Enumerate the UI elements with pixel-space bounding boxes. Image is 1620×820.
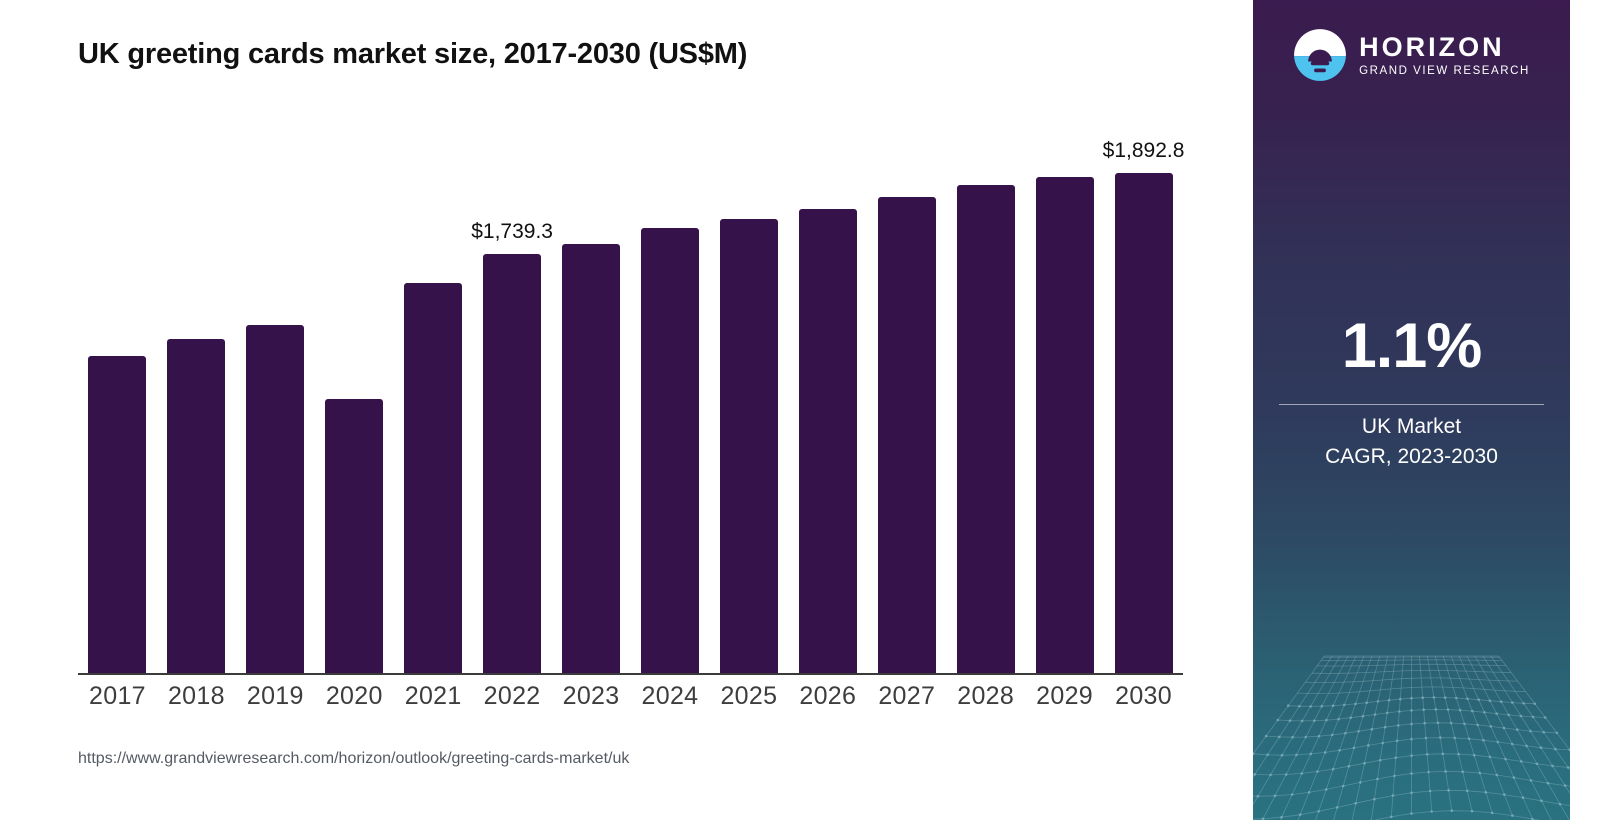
bar-2026 xyxy=(788,208,867,673)
chart-panel: UK greeting cards market size, 2017-2030… xyxy=(78,38,1185,767)
x-tick-2021: 2021 xyxy=(404,682,462,710)
bar-2030 xyxy=(1104,173,1183,673)
bar-2021 xyxy=(394,282,473,673)
bar-2027 xyxy=(867,196,946,673)
source-url[interactable]: https://www.grandviewresearch.com/horizo… xyxy=(78,750,630,767)
bar-rect xyxy=(798,208,857,673)
bar-rect xyxy=(404,282,463,673)
brand-logo-text: HORIZON GRAND VIEW RESEARCH xyxy=(1359,31,1530,78)
x-tick-2026: 2026 xyxy=(799,682,857,710)
bar-rect xyxy=(88,356,147,673)
brand-tagline: GRAND VIEW RESEARCH xyxy=(1359,65,1530,78)
bar-rect xyxy=(246,325,305,673)
x-tick-2029: 2029 xyxy=(1036,682,1093,710)
page-title: UK greeting cards market size, 2017-2030… xyxy=(78,38,748,70)
x-tick-2030: 2030 xyxy=(1115,682,1172,710)
bar-2018 xyxy=(157,339,236,673)
x-axis-tick-labels: 2017 2018 2019 2020 2021 2022 2023 2024 2025 2026… xyxy=(78,682,1183,722)
bar-rect xyxy=(167,339,226,673)
brand-logo: HORIZON GRAND VIEW RESEARCH xyxy=(1253,28,1570,82)
bar-2017 xyxy=(78,356,157,673)
horizon-logo-icon xyxy=(1294,29,1347,81)
bar-2022 xyxy=(473,253,552,673)
bar-rect xyxy=(1114,173,1173,673)
x-tick-2017: 2017 xyxy=(89,682,146,710)
x-tick-2018: 2018 xyxy=(167,682,225,710)
bar-2024 xyxy=(630,228,709,673)
bar-2020 xyxy=(315,398,394,673)
divider xyxy=(1279,404,1544,405)
bar-rect xyxy=(1035,177,1094,673)
cagr-caption-line-1: UK Market xyxy=(1361,415,1462,438)
x-tick-2019: 2019 xyxy=(246,682,304,710)
bar-2019 xyxy=(236,325,315,673)
x-axis-line xyxy=(78,673,1183,675)
bar-rect xyxy=(562,244,621,673)
x-tick-2020: 2020 xyxy=(325,682,383,710)
bar-rect xyxy=(956,185,1015,673)
bar-rect xyxy=(877,196,936,673)
bar-rect xyxy=(719,218,778,673)
x-tick-2025: 2025 xyxy=(720,682,778,710)
bar-2023 xyxy=(552,244,631,673)
bar-value-label-2022: $1,739.3 xyxy=(471,219,553,243)
cagr-caption-line-2: CAGR, 2023-2030 xyxy=(1325,444,1498,468)
sidebar-panel: HORIZON GRAND VIEW RESEARCH 1.1% UK Mark… xyxy=(1253,0,1570,820)
bar-rect xyxy=(483,253,542,673)
wireframe-mesh-decoration xyxy=(1253,655,1570,820)
brand-name: HORIZON xyxy=(1359,31,1505,62)
bar-chart-plot: $1,739.3 $1,892.8 xyxy=(78,110,1185,675)
bar-rect xyxy=(640,228,699,673)
bar-rect xyxy=(325,398,384,673)
x-tick-2023: 2023 xyxy=(562,682,620,710)
bar-value-label-2030: $1,892.8 xyxy=(1102,139,1185,162)
x-tick-2027: 2027 xyxy=(878,682,936,710)
bar-2028 xyxy=(946,185,1025,673)
x-tick-2024: 2024 xyxy=(641,682,699,710)
x-tick-2028: 2028 xyxy=(957,682,1015,710)
cagr-caption: UK Market CAGR, 2023-2030 xyxy=(1253,412,1570,472)
x-tick-2022: 2022 xyxy=(483,682,541,710)
bar-2029 xyxy=(1025,177,1104,673)
cagr-value: 1.1% xyxy=(1341,311,1483,381)
bar-2025 xyxy=(709,218,788,673)
